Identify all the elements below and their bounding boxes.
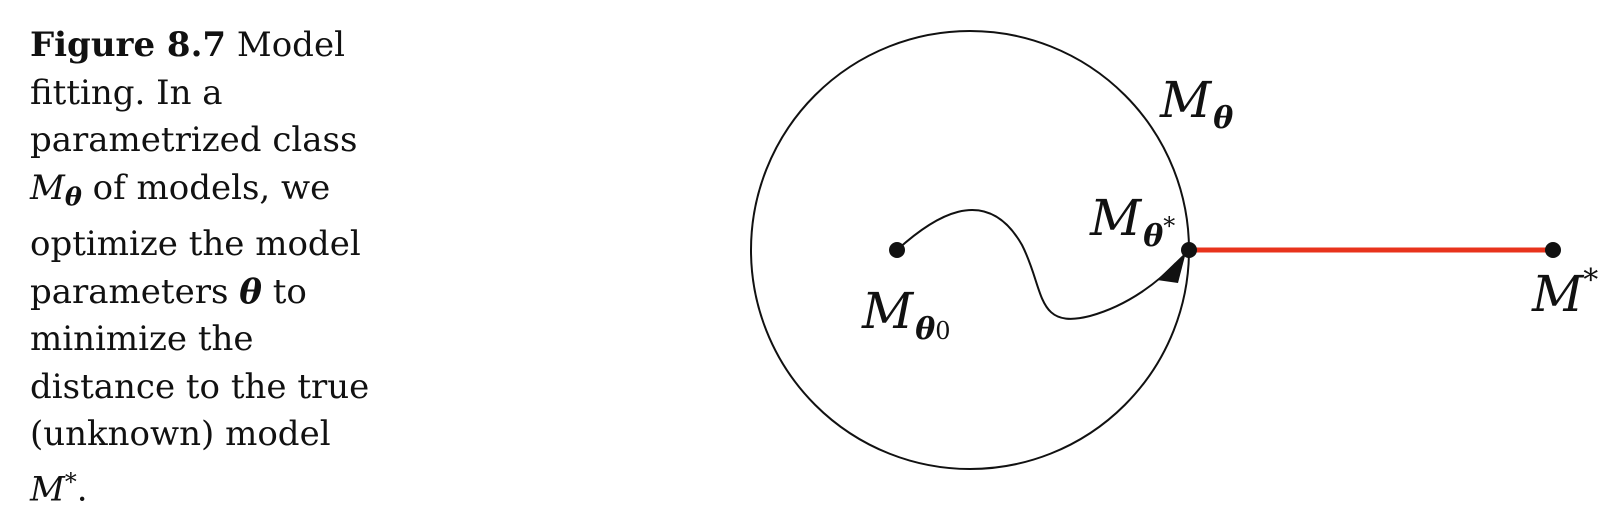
caption-line-1: Figure 8.7 Model bbox=[30, 25, 345, 65]
label-optimum-model: Mθ* bbox=[1090, 189, 1176, 254]
caption-symbol-star: * bbox=[64, 467, 77, 496]
caption-line-2: fitting. In a bbox=[30, 72, 223, 113]
caption-line-5: optimize the model bbox=[30, 224, 361, 265]
caption-symbol-m: M bbox=[30, 167, 65, 208]
caption-symbol-theta: θ bbox=[64, 181, 82, 212]
optimization-arrowhead bbox=[1157, 252, 1186, 283]
true-model-point bbox=[1545, 242, 1561, 258]
caption-line-3: parametrized class bbox=[30, 120, 358, 160]
caption-line-8: distance to the true bbox=[30, 366, 370, 407]
figure-caption: Figure 8.7 Model fitting. In a parametri… bbox=[30, 22, 370, 514]
caption-line-6: parameters θ to bbox=[30, 271, 307, 312]
label-start-model: Mθ0 bbox=[862, 282, 951, 347]
caption-symbol-m-true: M bbox=[30, 469, 65, 510]
figure-label: Figure 8.7 bbox=[30, 25, 227, 65]
caption-symbol-theta-param: θ bbox=[239, 271, 262, 312]
label-model-class: Mθ bbox=[1160, 71, 1234, 136]
label-true-model: M* bbox=[1532, 263, 1599, 323]
caption-line-7: minimize the bbox=[30, 319, 254, 360]
caption-line-4: Mθ of models, we bbox=[30, 167, 331, 212]
start-point bbox=[889, 242, 905, 258]
caption-line-9: (unknown) model bbox=[30, 414, 331, 455]
optimization-path bbox=[896, 209, 1177, 320]
optimum-point bbox=[1181, 242, 1197, 258]
caption-line-10: M*. bbox=[30, 467, 88, 510]
